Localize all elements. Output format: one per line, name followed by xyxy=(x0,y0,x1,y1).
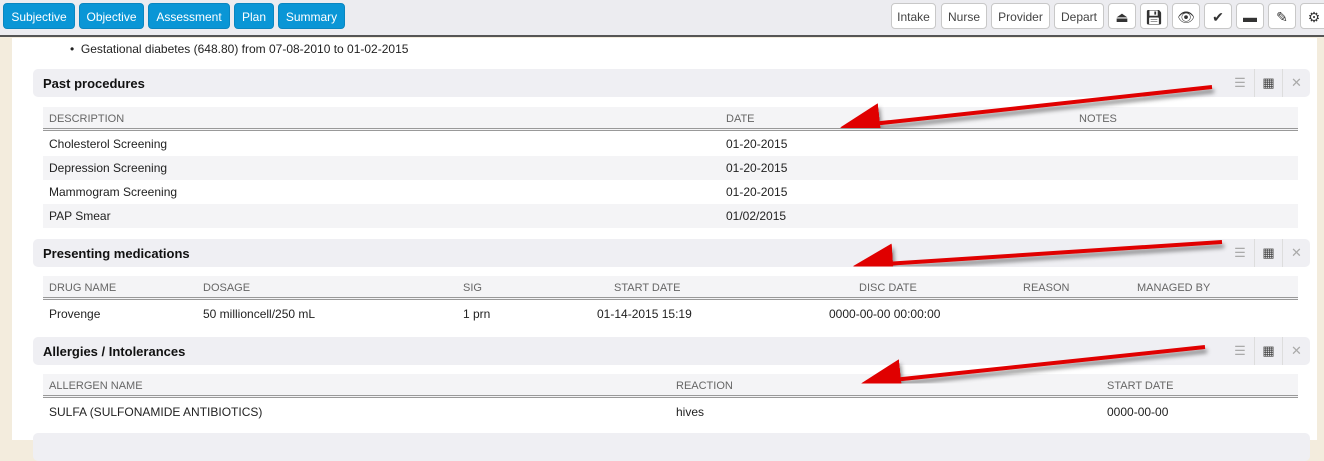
column-header: SIG xyxy=(463,282,482,294)
grid-view-icon[interactable]: ▦ xyxy=(1254,337,1282,365)
table-row: Mammogram Screening 01-20-2015 xyxy=(43,180,1298,204)
intake-button[interactable]: Intake xyxy=(891,3,936,29)
list-view-icon[interactable]: ☰ xyxy=(1234,343,1246,358)
grid-view-icon[interactable]: ▦ xyxy=(1254,69,1282,97)
check-icon[interactable]: ✔ xyxy=(1204,3,1232,29)
column-header: START DATE xyxy=(1107,380,1174,392)
eject-icon[interactable]: ⏏ xyxy=(1108,3,1136,29)
cell: 0000-00-00 xyxy=(1107,405,1169,419)
column-header: NOTES xyxy=(1079,113,1117,125)
table-row: SULFA (SULFONAMIDE ANTIBIOTICS) hives 00… xyxy=(43,400,1298,424)
cell: Provenge xyxy=(49,307,101,321)
tab-subjective[interactable]: Subjective xyxy=(3,3,75,29)
cell: 50 millioncell/250 mL xyxy=(203,307,316,321)
column-header: START DATE xyxy=(614,282,681,294)
allergies-panel-header: Allergies / Intolerances ☰ ▦ ✕ xyxy=(33,337,1310,365)
cell: 01-14-2015 15:19 xyxy=(597,307,692,321)
provider-button[interactable]: Provider xyxy=(991,3,1050,29)
table-header: DESCRIPTION DATE NOTES xyxy=(43,107,1298,131)
table-header: ALLERGEN NAME REACTION START DATE xyxy=(43,374,1298,398)
column-header: MANAGED BY xyxy=(1137,282,1211,294)
cell: 01-20-2015 xyxy=(726,137,788,151)
eye-icon[interactable]: 👁︎ xyxy=(1172,3,1200,29)
panel-title: Allergies / Intolerances xyxy=(43,344,186,359)
grid-view-icon[interactable]: ▦ xyxy=(1254,239,1282,267)
cell: 1 prn xyxy=(463,307,491,321)
column-header: DESCRIPTION xyxy=(49,113,125,125)
column-header: ALLERGEN NAME xyxy=(49,380,143,392)
main-content: • Gestational diabetes (648.80) from 07-… xyxy=(12,38,1317,461)
list-view-icon[interactable]: ☰ xyxy=(1234,245,1246,260)
cell: 0000-00-00 00:00:00 xyxy=(829,307,941,321)
cell: SULFA (SULFONAMIDE ANTIBIOTICS) xyxy=(49,405,263,419)
past-procedures-panel-header: Past procedures ☰ ▦ ✕ xyxy=(33,69,1310,97)
cell: Depression Screening xyxy=(49,161,168,175)
cell: hives xyxy=(676,405,705,419)
close-icon[interactable]: ✕ xyxy=(1282,337,1310,365)
nurse-button[interactable]: Nurse xyxy=(941,3,987,29)
table-row: Depression Screening 01-20-2015 xyxy=(43,156,1298,180)
toolbar: Subjective Objective Assessment Plan Sum… xyxy=(0,0,1324,37)
list-view-icon[interactable]: ☰ xyxy=(1234,75,1246,90)
medications-panel-header: Presenting medications ☰ ▦ ✕ xyxy=(33,239,1310,267)
table-row: PAP Smear 01/02/2015 xyxy=(43,204,1298,228)
next-panel-header xyxy=(33,433,1310,461)
column-header: REASON xyxy=(1023,282,1070,294)
tab-summary[interactable]: Summary xyxy=(278,3,345,29)
panel-title: Past procedures xyxy=(43,76,145,91)
column-header: DRUG NAME xyxy=(49,282,117,294)
table-row: Cholesterol Screening 01-20-2015 xyxy=(43,132,1298,156)
depart-button[interactable]: Depart xyxy=(1054,3,1104,29)
cell: PAP Smear xyxy=(49,209,111,223)
column-header: REACTION xyxy=(676,380,733,392)
tab-objective[interactable]: Objective xyxy=(79,3,144,29)
cell: Mammogram Screening xyxy=(49,185,178,199)
problem-list-item: • Gestational diabetes (648.80) from 07-… xyxy=(70,42,409,56)
table-header: DRUG NAME DOSAGE SIG START DATE DISC DAT… xyxy=(43,276,1298,300)
close-icon[interactable]: ✕ xyxy=(1282,69,1310,97)
tab-plan[interactable]: Plan xyxy=(234,3,274,29)
panel-title: Presenting medications xyxy=(43,246,190,261)
cell: Cholesterol Screening xyxy=(49,137,168,151)
close-icon[interactable]: ✕ xyxy=(1282,239,1310,267)
edit-icon[interactable]: ✎ xyxy=(1268,3,1296,29)
problem-text: Gestational diabetes (648.80) from 07-08… xyxy=(80,42,409,56)
cell: 01/02/2015 xyxy=(726,209,787,223)
archive-icon[interactable]: ▬ xyxy=(1236,3,1264,29)
cell: 01-20-2015 xyxy=(726,185,788,199)
column-header: DISC DATE xyxy=(859,282,917,294)
column-header: DOSAGE xyxy=(203,282,251,294)
tab-assessment[interactable]: Assessment xyxy=(148,3,230,29)
column-header: DATE xyxy=(726,113,755,125)
gears-icon[interactable]: ⚙ xyxy=(1300,3,1324,29)
save-icon[interactable]: 💾︎ xyxy=(1140,3,1168,29)
table-row: Provenge 50 millioncell/250 mL 1 prn 01-… xyxy=(43,302,1298,326)
cell: 01-20-2015 xyxy=(726,161,788,175)
